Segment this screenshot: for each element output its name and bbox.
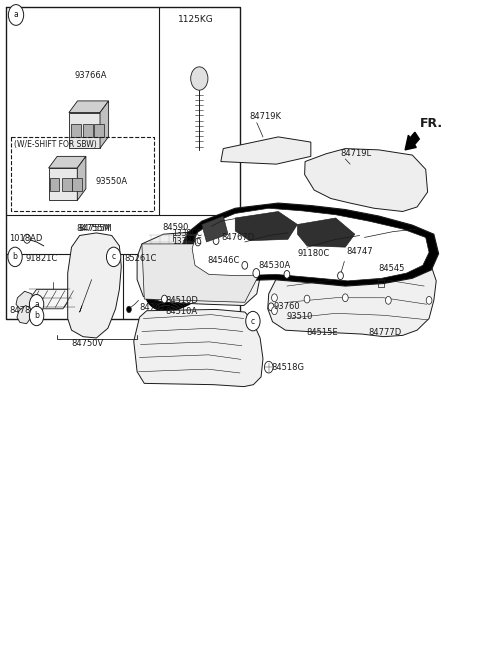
Circle shape bbox=[264, 361, 273, 373]
Circle shape bbox=[213, 237, 219, 244]
FancyArrow shape bbox=[405, 132, 420, 150]
Polygon shape bbox=[137, 231, 262, 306]
Polygon shape bbox=[221, 137, 311, 164]
Polygon shape bbox=[134, 309, 263, 387]
Text: 93760: 93760 bbox=[274, 302, 300, 311]
Circle shape bbox=[284, 270, 290, 278]
Polygon shape bbox=[22, 289, 77, 309]
Polygon shape bbox=[298, 218, 355, 247]
Text: 84780: 84780 bbox=[9, 306, 36, 315]
Text: a: a bbox=[34, 300, 39, 309]
Text: 84750V: 84750V bbox=[72, 339, 104, 348]
Circle shape bbox=[337, 272, 343, 280]
Text: 84510A: 84510A bbox=[166, 307, 198, 316]
Circle shape bbox=[253, 268, 260, 278]
Text: a: a bbox=[13, 10, 18, 20]
Polygon shape bbox=[94, 124, 104, 137]
Polygon shape bbox=[49, 177, 59, 190]
Polygon shape bbox=[142, 244, 262, 302]
Text: 91821C: 91821C bbox=[25, 254, 58, 263]
Circle shape bbox=[24, 234, 30, 243]
Polygon shape bbox=[150, 285, 177, 308]
Text: 84518G: 84518G bbox=[272, 363, 305, 372]
Polygon shape bbox=[68, 233, 121, 338]
Text: 84747: 84747 bbox=[140, 303, 166, 312]
Polygon shape bbox=[48, 168, 77, 200]
Polygon shape bbox=[17, 306, 32, 324]
Polygon shape bbox=[305, 149, 428, 211]
Circle shape bbox=[161, 295, 167, 303]
Text: 84755M: 84755M bbox=[78, 224, 112, 233]
Text: b: b bbox=[34, 311, 39, 320]
Circle shape bbox=[426, 296, 432, 304]
Circle shape bbox=[304, 295, 310, 303]
Text: 84719K: 84719K bbox=[250, 112, 282, 121]
Circle shape bbox=[29, 294, 44, 314]
Polygon shape bbox=[268, 252, 436, 337]
Circle shape bbox=[272, 307, 277, 315]
Text: 1018AD: 1018AD bbox=[9, 234, 43, 243]
Text: 1125KG: 1125KG bbox=[178, 15, 214, 24]
Polygon shape bbox=[72, 177, 82, 190]
Polygon shape bbox=[84, 124, 93, 137]
Polygon shape bbox=[77, 157, 86, 200]
Text: 84545: 84545 bbox=[379, 264, 405, 273]
Polygon shape bbox=[71, 124, 81, 137]
Circle shape bbox=[107, 247, 121, 266]
Circle shape bbox=[242, 261, 248, 269]
Circle shape bbox=[127, 306, 132, 313]
Text: 84530A: 84530A bbox=[258, 261, 290, 270]
Circle shape bbox=[8, 247, 22, 266]
Polygon shape bbox=[202, 216, 228, 242]
Text: 1338AC: 1338AC bbox=[172, 237, 202, 246]
Text: 1339CC: 1339CC bbox=[172, 229, 202, 238]
Circle shape bbox=[246, 311, 260, 331]
Polygon shape bbox=[100, 101, 108, 148]
Text: FR.: FR. bbox=[420, 118, 443, 131]
Polygon shape bbox=[69, 101, 108, 112]
Text: c: c bbox=[111, 252, 116, 261]
Polygon shape bbox=[16, 291, 33, 311]
Text: 84777D: 84777D bbox=[368, 328, 401, 337]
Text: 93766A: 93766A bbox=[75, 71, 108, 80]
Text: b: b bbox=[12, 252, 17, 261]
Circle shape bbox=[191, 67, 208, 90]
Text: 93550A: 93550A bbox=[96, 177, 128, 185]
Text: 84590: 84590 bbox=[162, 222, 189, 231]
Polygon shape bbox=[180, 203, 439, 286]
Text: 84747: 84747 bbox=[346, 246, 373, 255]
Circle shape bbox=[8, 5, 24, 25]
Polygon shape bbox=[48, 157, 86, 168]
Text: 84767D: 84767D bbox=[222, 233, 255, 242]
Text: 84755M: 84755M bbox=[76, 224, 110, 233]
Text: 84719L: 84719L bbox=[340, 149, 372, 158]
Text: 85261C: 85261C bbox=[124, 254, 156, 263]
Polygon shape bbox=[192, 208, 429, 281]
Text: 93510: 93510 bbox=[287, 312, 313, 321]
Circle shape bbox=[29, 306, 44, 326]
Circle shape bbox=[342, 294, 348, 302]
Text: c: c bbox=[251, 317, 255, 326]
Circle shape bbox=[268, 303, 274, 311]
Text: 91180C: 91180C bbox=[298, 248, 330, 257]
Polygon shape bbox=[69, 112, 100, 148]
Polygon shape bbox=[62, 177, 72, 190]
Text: (W/E-SHIFT FOR SBW): (W/E-SHIFT FOR SBW) bbox=[14, 140, 97, 149]
Circle shape bbox=[385, 296, 391, 304]
Text: 84510D: 84510D bbox=[166, 296, 199, 306]
Circle shape bbox=[195, 238, 201, 246]
Text: 84546C: 84546C bbox=[207, 256, 240, 265]
Circle shape bbox=[272, 294, 277, 302]
Text: 84515E: 84515E bbox=[306, 328, 337, 337]
Polygon shape bbox=[235, 211, 298, 240]
